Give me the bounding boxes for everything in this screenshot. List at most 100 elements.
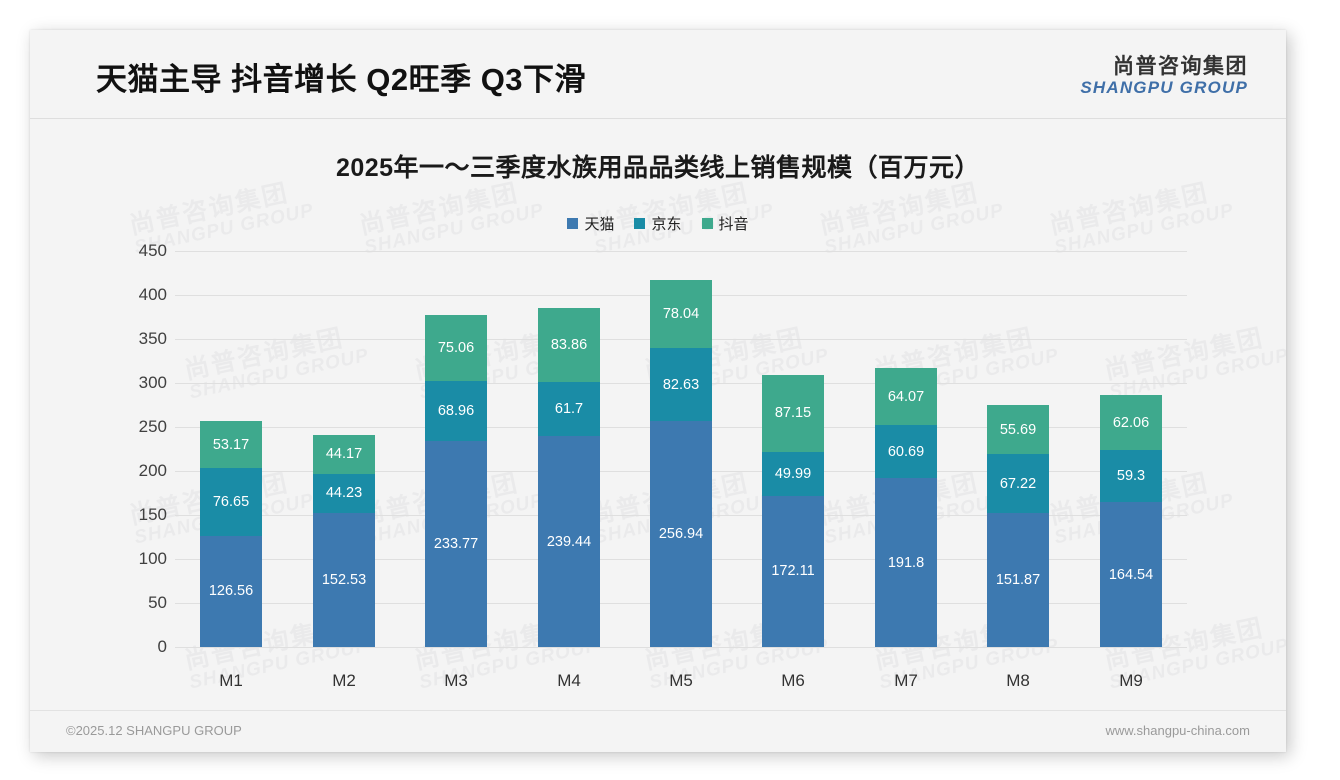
legend-swatch-icon bbox=[567, 218, 579, 229]
bar-segment-天猫[interactable]: 151.87 bbox=[987, 513, 1049, 647]
bar-stack-M8[interactable]: 55.69 67.22 151.87 bbox=[987, 405, 1049, 647]
x-axis-category-label: M3 bbox=[444, 671, 468, 690]
bar-segment-天猫[interactable]: 172.11 bbox=[762, 495, 824, 647]
bar-segment-抖音[interactable]: 64.07 bbox=[875, 368, 937, 425]
bar-value-label: 164.54 bbox=[1108, 566, 1154, 583]
x-axis-category-label: M2 bbox=[332, 671, 356, 690]
x-axis-category-label: M1 bbox=[219, 671, 243, 690]
bar-value-label: 62.06 bbox=[1112, 414, 1150, 431]
x-axis-category-label: M9 bbox=[1119, 671, 1143, 690]
bar-stack-M3[interactable]: 75.06 68.96 233.77 bbox=[425, 314, 487, 647]
bar-stack-M4[interactable]: 83.86 61.7 239.44 bbox=[538, 308, 600, 647]
bar-segment-京东[interactable]: 44.23 bbox=[313, 473, 375, 513]
y-axis-tick-label: 150 bbox=[138, 505, 167, 524]
bar-value-label: 152.53 bbox=[321, 571, 367, 588]
legend-item-天猫[interactable]: 天猫 bbox=[567, 213, 614, 234]
bar-value-label: 78.04 bbox=[662, 305, 700, 322]
bar-segment-抖音[interactable]: 55.69 bbox=[987, 405, 1049, 455]
bar-segment-京东[interactable]: 61.7 bbox=[538, 382, 600, 437]
y-axis-tick-label: 350 bbox=[138, 329, 167, 348]
gridline bbox=[175, 647, 1187, 648]
legend-swatch-icon bbox=[701, 218, 713, 229]
bar-value-label: 64.07 bbox=[887, 388, 925, 405]
bar-value-label: 256.94 bbox=[658, 525, 704, 542]
bar-segment-抖音[interactable]: 87.15 bbox=[762, 374, 824, 452]
bar-stack-M5[interactable]: 78.04 82.63 256.94 bbox=[650, 279, 712, 647]
bar-segment-天猫[interactable]: 239.44 bbox=[538, 436, 600, 647]
x-axis-category-label: M8 bbox=[1006, 671, 1030, 690]
bar-value-label: 83.86 bbox=[550, 337, 588, 354]
bar-segment-京东[interactable]: 49.99 bbox=[762, 451, 824, 496]
slide: 尚普咨询集团 SHANGPU GROUP 尚普咨询集团 SHANGPU GROUP 尚普… bbox=[30, 30, 1286, 752]
copyright-text: ©2025.12 SHANGPU GROUP bbox=[66, 723, 242, 738]
bar-segment-天猫[interactable]: 152.53 bbox=[313, 512, 375, 647]
bar-segment-天猫[interactable]: 191.8 bbox=[875, 478, 937, 647]
bar-segment-抖音[interactable]: 53.17 bbox=[200, 421, 262, 469]
bar-segment-天猫[interactable]: 256.94 bbox=[650, 420, 712, 647]
bar-value-label: 60.69 bbox=[887, 443, 925, 460]
bar-segment-京东[interactable]: 67.22 bbox=[987, 454, 1049, 514]
bar-segment-京东[interactable]: 68.96 bbox=[425, 380, 487, 442]
x-axis-category-label: M7 bbox=[894, 671, 918, 690]
logo-english-text: SHANGPU GROUP bbox=[1080, 77, 1248, 97]
legend-item-抖音[interactable]: 抖音 bbox=[701, 213, 749, 234]
brand-logo: 尚普咨询集团 SHANGPU GROUP bbox=[1080, 55, 1248, 97]
y-axis-tick-label: 300 bbox=[138, 373, 167, 392]
y-axis-tick-label: 400 bbox=[138, 285, 167, 304]
slide-header: 天猫主导 抖音增长 Q2旺季 Q3下滑 尚普咨询集团 SHANGPU GROUP bbox=[30, 30, 1286, 119]
x-axis-category-label: M4 bbox=[557, 671, 581, 690]
y-axis-tick-label: 200 bbox=[138, 461, 167, 480]
legend-item-label: 京东 bbox=[651, 216, 682, 233]
bar-segment-京东[interactable]: 76.65 bbox=[200, 468, 262, 536]
bar-segment-京东[interactable]: 59.3 bbox=[1100, 450, 1162, 503]
legend-item-label: 天猫 bbox=[584, 216, 615, 233]
bar-value-label: 75.06 bbox=[437, 339, 475, 356]
legend-item-label: 抖音 bbox=[718, 216, 749, 233]
logo-chinese-text: 尚普咨询集团 bbox=[1113, 55, 1248, 78]
plot-area: 0 50 100 150 200 250 300 350 400 450 53.17 76.65 126… bbox=[139, 241, 1187, 690]
bar-stack-M1[interactable]: 53.17 76.65 126.56 bbox=[200, 421, 262, 647]
bar-value-label: 233.77 bbox=[433, 536, 479, 553]
bar-segment-天猫[interactable]: 233.77 bbox=[425, 441, 487, 647]
bar-segment-抖音[interactable]: 78.04 bbox=[650, 279, 712, 349]
bar-stack-M6[interactable]: 87.15 49.99 172.11 bbox=[762, 374, 824, 647]
bar-value-label: 67.22 bbox=[999, 475, 1037, 492]
bar-segment-抖音[interactable]: 62.06 bbox=[1100, 395, 1162, 451]
bar-value-label: 126.56 bbox=[208, 583, 254, 600]
bar-segment-抖音[interactable]: 44.17 bbox=[313, 435, 375, 474]
bar-value-label: 239.44 bbox=[546, 533, 592, 550]
y-axis-tick-label: 50 bbox=[148, 593, 167, 612]
chart-area: 0 50 100 150 200 250 300 350 400 450 53.17 76.65 126… bbox=[30, 235, 1286, 710]
bar-value-label: 44.23 bbox=[325, 485, 363, 502]
bar-value-label: 172.11 bbox=[771, 563, 815, 580]
y-axis-tick-label: 0 bbox=[157, 637, 167, 656]
bar-segment-京东[interactable]: 60.69 bbox=[875, 424, 937, 479]
bar-stack-M7[interactable]: 64.07 60.69 191.8 bbox=[875, 368, 937, 647]
bar-value-label: 55.69 bbox=[999, 421, 1037, 438]
legend-swatch-icon bbox=[634, 218, 646, 229]
bar-stack-M9[interactable]: 62.06 59.3 164.54 bbox=[1100, 395, 1162, 647]
gridline bbox=[175, 251, 1187, 252]
website-url[interactable]: www.shangpu-china.com bbox=[1105, 723, 1250, 738]
bar-value-label: 191.8 bbox=[887, 554, 925, 571]
bar-segment-抖音[interactable]: 83.86 bbox=[538, 308, 600, 383]
slide-footer: ©2025.12 SHANGPU GROUP www.shangpu-china… bbox=[30, 710, 1286, 752]
bar-value-label: 61.7 bbox=[554, 401, 584, 418]
bar-segment-京东[interactable]: 82.63 bbox=[650, 348, 712, 421]
bar-value-label: 151.87 bbox=[995, 572, 1041, 589]
chart-legend: 天猫 京东 抖音 bbox=[30, 213, 1286, 234]
bar-segment-天猫[interactable]: 126.56 bbox=[200, 535, 262, 647]
bar-stack-M2[interactable]: 44.17 44.23 152.53 bbox=[313, 435, 375, 647]
bar-value-label: 82.63 bbox=[662, 376, 700, 393]
bar-segment-天猫[interactable]: 164.54 bbox=[1100, 502, 1162, 647]
bar-value-label: 53.17 bbox=[212, 436, 250, 453]
y-axis-tick-label: 450 bbox=[138, 241, 167, 260]
bar-value-label: 68.96 bbox=[437, 402, 475, 419]
chart-title: 2025年一～三季度水族用品品类线上销售规模（百万元） bbox=[335, 154, 981, 182]
bar-value-label: 49.99 bbox=[774, 465, 812, 482]
bar-segment-抖音[interactable]: 75.06 bbox=[425, 314, 487, 381]
legend-item-京东[interactable]: 京东 bbox=[634, 213, 682, 234]
bar-value-label: 59.3 bbox=[1116, 468, 1146, 485]
y-axis-tick-label: 250 bbox=[138, 417, 167, 436]
x-axis-category-label: M6 bbox=[781, 671, 805, 690]
